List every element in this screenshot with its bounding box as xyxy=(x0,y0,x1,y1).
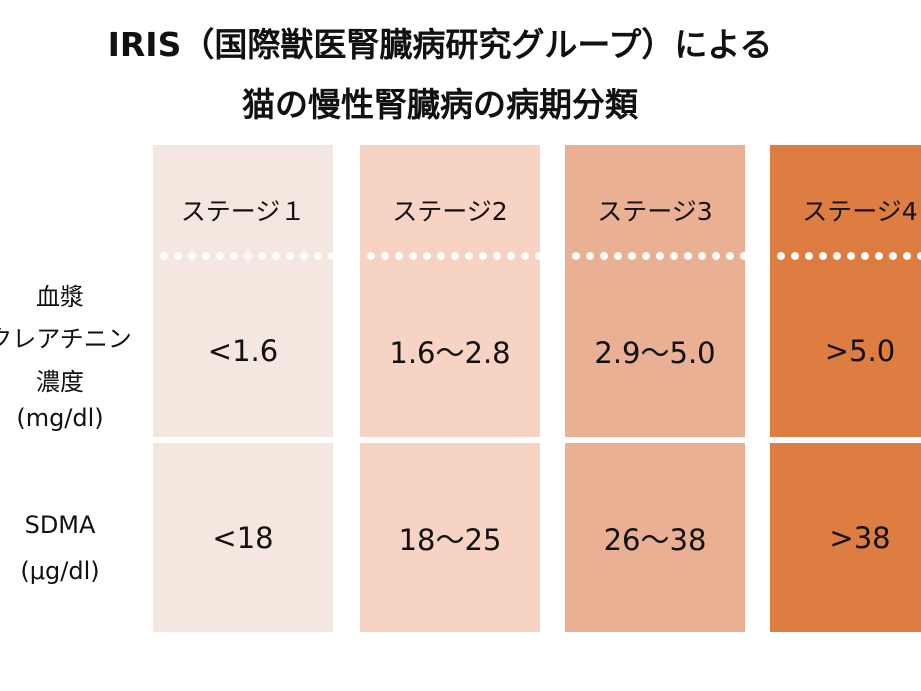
stage-header: ステージ１ xyxy=(180,197,306,226)
header-cell xyxy=(153,145,333,265)
value-cell: 1.6〜2.8 xyxy=(360,265,540,437)
row-label: 血漿 xyxy=(36,283,84,311)
stage-header: ステージ2 xyxy=(392,197,508,226)
value-cell: 26〜38 xyxy=(565,443,745,632)
dotted-divider xyxy=(157,251,337,261)
stage-header: ステージ3 xyxy=(597,197,713,226)
title-line: 猫の慢性腎臓病の病期分類 xyxy=(242,85,638,124)
header-cell xyxy=(770,145,921,265)
header-cell xyxy=(565,145,745,265)
dotted-divider xyxy=(364,251,544,261)
row-label: クレアチニン xyxy=(0,325,132,353)
row-label: (μg/dl) xyxy=(20,557,100,585)
dotted-divider xyxy=(774,251,921,261)
value-cell: <1.6 xyxy=(153,265,333,437)
dotted-divider xyxy=(569,251,749,261)
row-label: 濃度 xyxy=(36,368,84,396)
stage-header: ステージ4 xyxy=(802,197,918,226)
row-label: (mg/dl) xyxy=(16,404,104,432)
value-cell: >38 xyxy=(770,443,921,632)
value-cell: <18 xyxy=(153,443,333,632)
row-label: SDMA xyxy=(24,511,96,539)
value-cell: 2.9〜5.0 xyxy=(565,265,745,437)
header-cell xyxy=(360,145,540,265)
value-cell: >5.0 xyxy=(770,265,921,437)
title-line: IRIS（国際獣医腎臓病研究グループ）による xyxy=(107,25,773,64)
value-cell: 18〜25 xyxy=(360,443,540,632)
